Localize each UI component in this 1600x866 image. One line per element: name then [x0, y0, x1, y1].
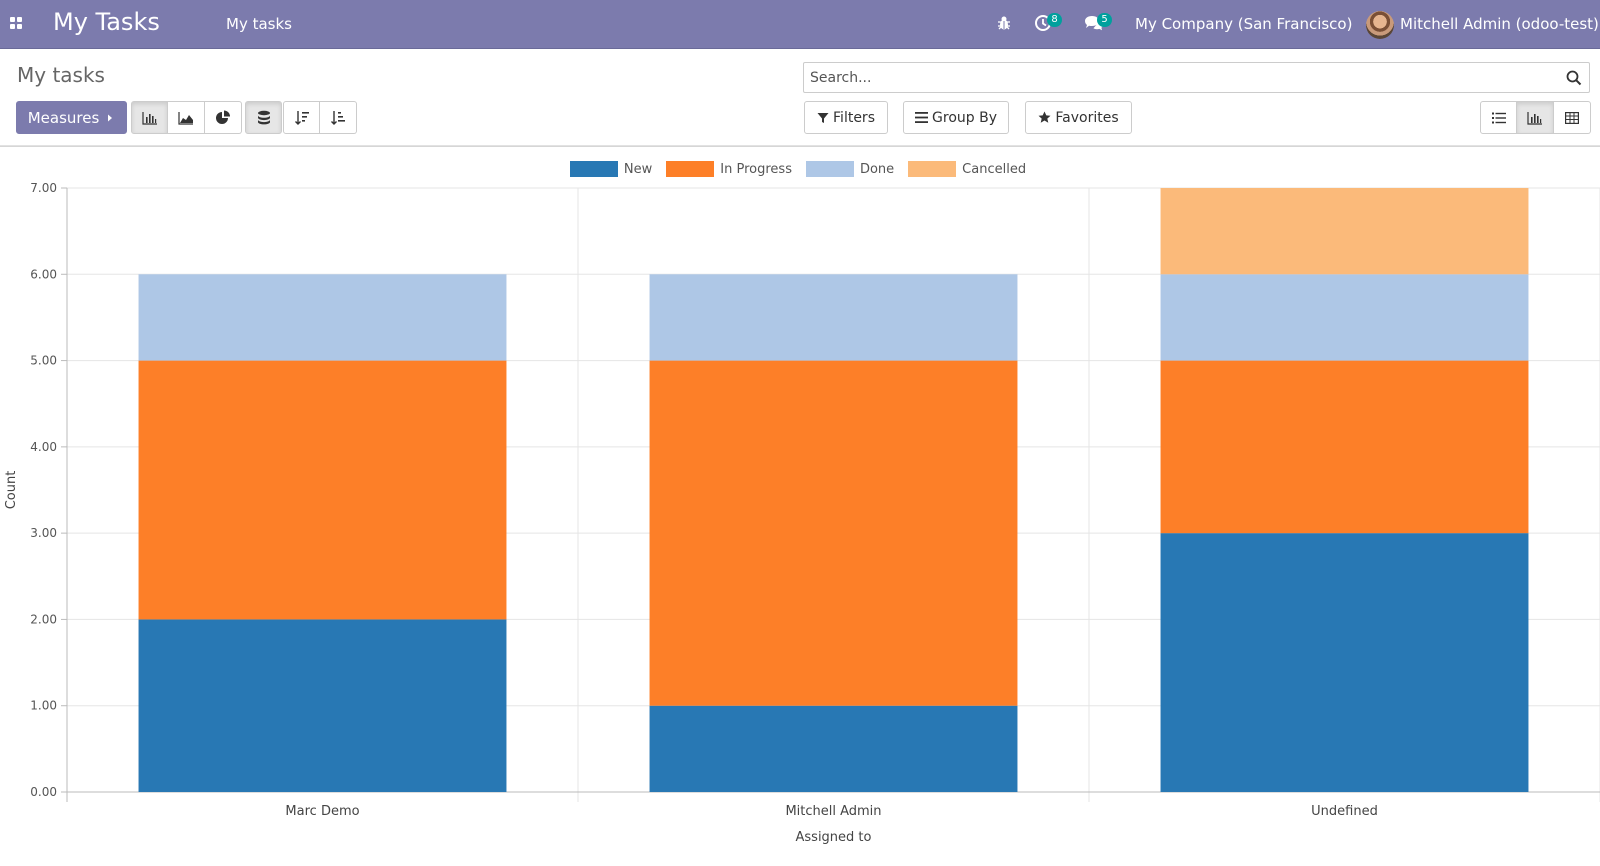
y-tick-label: 3.00 [30, 526, 57, 540]
legend-item[interactable]: In Progress [666, 161, 796, 177]
search-input[interactable] [810, 68, 1550, 88]
pie-chart-button[interactable] [205, 101, 242, 134]
bar-segment[interactable] [1160, 188, 1529, 275]
x-tick-label: Mitchell Admin [785, 804, 881, 819]
legend-label: In Progress [720, 161, 792, 177]
caret-right-icon [108, 114, 113, 121]
filters-button[interactable]: Filters [804, 101, 888, 134]
sort-descending-button[interactable] [283, 101, 320, 134]
legend-item[interactable]: Cancelled [908, 161, 1030, 177]
y-tick-label: 4.00 [30, 440, 57, 454]
view-switcher [1480, 101, 1591, 134]
legend-swatch [908, 161, 957, 177]
search-icon[interactable] [1566, 70, 1582, 86]
bar-segment[interactable] [1160, 533, 1529, 792]
user-avatar[interactable] [1366, 11, 1394, 39]
line-chart-button[interactable] [168, 101, 205, 134]
stacked-group [245, 101, 282, 134]
graph-view-button[interactable] [1517, 101, 1554, 134]
filter-icon [817, 112, 829, 123]
apps-menu-icon[interactable] [10, 17, 24, 31]
sort-amount-desc-icon [294, 110, 309, 125]
x-tick-label: Marc Demo [285, 804, 359, 819]
legend-label: Cancelled [962, 161, 1027, 177]
favorites-label: Favorites [1055, 109, 1119, 126]
user-menu[interactable]: Mitchell Admin (odoo-test) [1400, 15, 1599, 33]
table-icon [1565, 111, 1579, 124]
page-title: My tasks [17, 63, 105, 87]
legend-label: Done [859, 161, 895, 177]
bars-icon [915, 112, 929, 123]
menu-my-tasks[interactable]: My tasks [226, 15, 292, 33]
sort-group [283, 101, 357, 134]
chart-legend: New In Progress Done Cancelled [0, 161, 1600, 177]
bar-segment[interactable] [649, 705, 1018, 792]
bar-segment[interactable] [1160, 360, 1529, 534]
area-chart-icon [178, 111, 193, 125]
bar-segment[interactable] [138, 274, 507, 361]
legend-swatch [666, 161, 715, 177]
bar-segment[interactable] [138, 619, 507, 792]
legend-swatch [569, 161, 618, 177]
x-axis-title: Assigned to [796, 830, 872, 845]
sort-amount-asc-icon [331, 110, 345, 125]
main-navbar: My Tasks My tasks 8 5 My Company (San Fr… [0, 0, 1600, 49]
company-switcher[interactable]: My Company (San Francisco) [1135, 15, 1353, 33]
chart-type-group [131, 101, 242, 134]
measures-button[interactable]: Measures [16, 101, 127, 134]
list-view-button[interactable] [1480, 101, 1517, 134]
legend-item[interactable]: Done [805, 161, 898, 177]
filters-label: Filters [833, 109, 875, 126]
x-tick-label: Undefined [1311, 804, 1378, 819]
stacked-toggle-button[interactable] [245, 101, 282, 134]
y-tick-label: 2.00 [30, 612, 57, 626]
favorites-button[interactable]: Favorites [1025, 101, 1132, 134]
legend-swatch [805, 161, 854, 177]
legend-item[interactable]: New [569, 161, 656, 177]
bar-chart: 0.00 1.00 2.00 3.00 4.00 5.00 6.00 7.00 Marc Dem… [4, 181, 1600, 845]
y-tick-label: 6.00 [30, 267, 57, 281]
measures-label: Measures [27, 108, 100, 127]
group-by-label: Group By [932, 109, 997, 126]
app-title: My Tasks [53, 8, 160, 36]
search-bar[interactable] [803, 62, 1590, 93]
database-stack-icon [257, 110, 270, 124]
pie-chart-icon [216, 110, 230, 124]
y-tick-label: 1.00 [30, 699, 57, 713]
control-panel-divider [0, 145, 1600, 147]
graph-view: New In Progress Done Cancelled 0.00 1.00 2.00… [0, 150, 1600, 866]
bar-segment[interactable] [649, 274, 1018, 361]
bar-segment[interactable] [138, 360, 507, 620]
list-icon [1491, 112, 1506, 123]
activities-badge: 8 [1047, 13, 1062, 27]
bar-chart-button[interactable] [131, 101, 168, 134]
y-tick-label: 7.00 [30, 181, 57, 195]
bar-segment[interactable] [649, 360, 1018, 706]
bar-chart-icon [141, 111, 157, 125]
sort-ascending-button[interactable] [320, 101, 357, 134]
y-tick-label: 0.00 [30, 785, 57, 799]
bar-segment[interactable] [1160, 274, 1529, 361]
star-icon [1038, 111, 1051, 123]
bar-chart-icon [1527, 111, 1542, 125]
y-axis-title: Count [4, 471, 19, 510]
messages-badge: 5 [1097, 13, 1112, 27]
y-tick-label: 5.00 [30, 354, 57, 368]
group-by-button[interactable]: Group By [903, 101, 1009, 134]
legend-label: New [623, 161, 653, 177]
debug-bug-icon[interactable] [996, 15, 1012, 31]
pivot-view-button[interactable] [1554, 101, 1591, 134]
